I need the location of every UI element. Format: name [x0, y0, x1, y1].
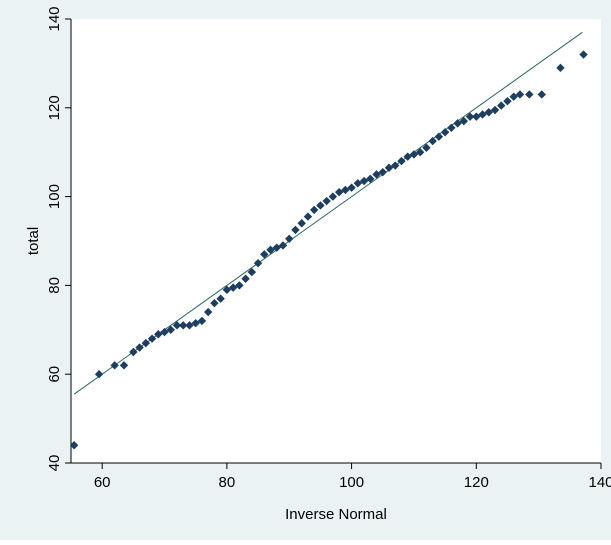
data-point	[272, 243, 281, 252]
data-point	[228, 283, 238, 292]
data-point	[94, 370, 104, 379]
data-point	[141, 338, 151, 348]
data-point	[366, 174, 375, 184]
data-point	[166, 325, 175, 334]
data-point	[322, 196, 331, 206]
data-point	[415, 148, 425, 157]
data-point	[334, 187, 344, 197]
data-point	[440, 128, 450, 137]
y-tick-label: 120	[46, 95, 63, 120]
data-point	[241, 274, 250, 283]
data-point	[210, 298, 219, 308]
data-point	[372, 170, 381, 179]
x-tick-label: 60	[94, 474, 111, 491]
data-point	[359, 176, 369, 186]
data-point	[110, 361, 119, 370]
data-point	[434, 132, 444, 141]
data-point	[459, 116, 469, 126]
x-axis-label: Inverse Normal	[285, 506, 387, 523]
data-point	[497, 101, 506, 110]
x-tick-label: 120	[464, 474, 489, 491]
data-point	[260, 250, 269, 259]
data-point	[537, 90, 546, 99]
data-point	[185, 321, 194, 330]
data-point	[328, 192, 338, 201]
x-tick-label: 140	[588, 474, 611, 491]
data-point	[378, 167, 387, 177]
data-point	[160, 327, 169, 337]
y-tick-label: 140	[46, 6, 63, 31]
data-point	[266, 245, 275, 255]
data-point	[428, 136, 437, 146]
data-point	[309, 205, 319, 215]
data-point	[478, 110, 487, 119]
data-point	[247, 267, 257, 277]
plot-area	[71, 19, 601, 463]
data-point	[447, 123, 456, 132]
data-point	[384, 163, 394, 172]
data-point	[353, 179, 363, 188]
data-point	[509, 92, 518, 101]
data-point	[129, 347, 138, 357]
data-point	[503, 96, 512, 106]
data-point	[515, 90, 525, 99]
data-point	[216, 294, 225, 303]
data-point	[253, 259, 263, 268]
data-point	[397, 156, 406, 166]
data-point	[154, 330, 163, 339]
data-point	[472, 112, 481, 121]
x-tick-label: 100	[339, 474, 364, 491]
data-point	[422, 143, 431, 152]
data-point	[191, 318, 200, 328]
data-point	[297, 219, 306, 228]
data-point	[556, 63, 565, 73]
y-tick-label: 80	[46, 277, 63, 294]
data-point	[391, 161, 400, 170]
data-point	[119, 361, 129, 370]
data-point	[525, 90, 534, 99]
data-point	[291, 225, 300, 235]
data-point	[203, 307, 213, 317]
y-tick-label: 100	[46, 184, 63, 209]
data-point	[147, 334, 157, 343]
data-point	[235, 281, 244, 290]
data-point	[409, 150, 419, 159]
data-point	[453, 119, 462, 128]
y-tick-label: 40	[46, 455, 63, 472]
x-axis-ticks: 60 80 100 120 140	[94, 463, 611, 491]
data-point	[316, 201, 325, 210]
y-tick-label: 60	[46, 366, 63, 383]
x-tick-label: 80	[219, 474, 236, 491]
data-point	[579, 50, 588, 59]
data-point	[179, 321, 188, 330]
data-points	[69, 50, 588, 450]
data-point	[69, 441, 79, 450]
data-point	[172, 321, 182, 330]
data-point	[347, 183, 356, 192]
data-point	[278, 241, 288, 250]
data-point	[490, 105, 500, 115]
data-point	[285, 234, 294, 243]
data-point	[222, 285, 232, 295]
y-axis-ticks: 40 60 80 100 120 140	[46, 6, 71, 471]
data-point	[135, 343, 144, 352]
y-axis-label: total	[25, 227, 42, 255]
data-point	[303, 212, 313, 221]
data-point	[197, 316, 207, 326]
data-point	[341, 185, 350, 195]
data-point	[484, 108, 493, 117]
data-point	[403, 152, 412, 161]
data-point	[465, 112, 475, 121]
